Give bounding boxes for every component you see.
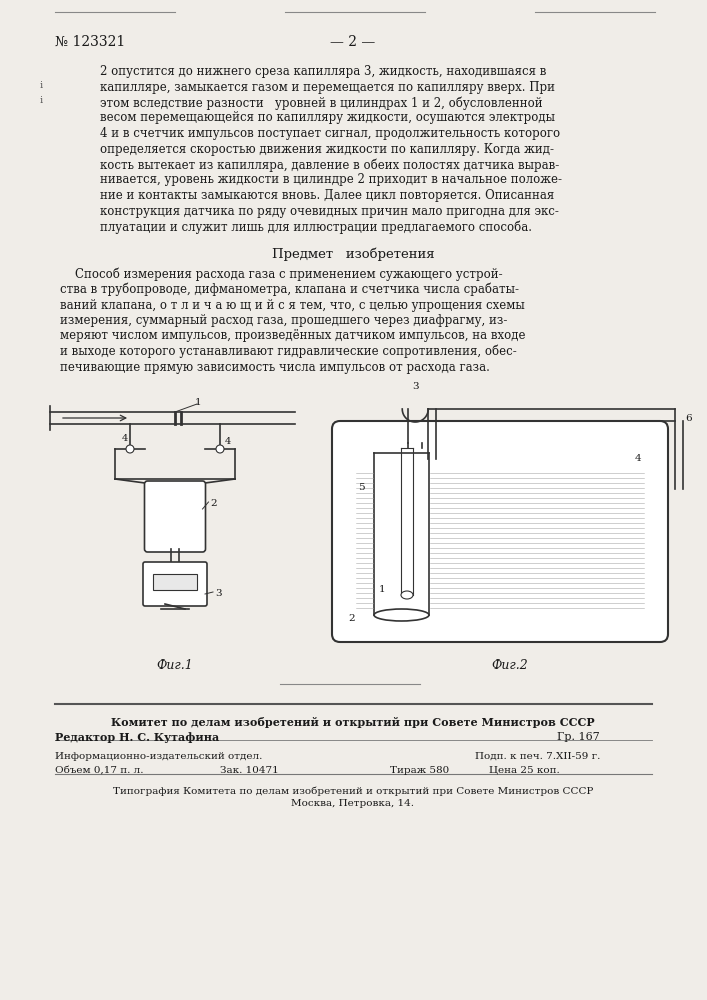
Text: кость вытекает из капилляра, давление в обеих полостях датчика вырав-: кость вытекает из капилляра, давление в … [100,158,559,172]
Text: 4: 4 [635,454,642,463]
Ellipse shape [374,609,429,621]
Text: ства в трубопроводе, дифманометра, клапана и счетчика числа срабаты-: ства в трубопроводе, дифманометра, клапа… [60,283,519,296]
Text: конструкция датчика по ряду очевидных причин мало пригодна для экс-: конструкция датчика по ряду очевидных пр… [100,205,559,218]
FancyBboxPatch shape [332,421,668,642]
Text: Подп. к печ. 7.XII-59 г.: Подп. к печ. 7.XII-59 г. [474,752,600,761]
Text: Предмет   изобретения: Предмет изобретения [271,247,434,261]
Circle shape [126,445,134,453]
Text: 2: 2 [348,614,355,623]
Text: — 2 —: — 2 — [330,35,375,49]
Text: Типография Комитета по делам изобретений и открытий при Совете Министров СССР: Типография Комитета по делам изобретений… [113,786,593,796]
Text: Фиг.1: Фиг.1 [157,659,194,672]
Text: 1: 1 [379,585,385,594]
Text: Редактор Н. С. Кутафина: Редактор Н. С. Кутафина [55,732,219,743]
Text: Цена 25 коп.: Цена 25 коп. [489,766,560,775]
Text: Способ измерения расхода газа с применением сужающего устрой-: Способ измерения расхода газа с применен… [60,267,503,281]
FancyBboxPatch shape [143,562,207,606]
Text: Тираж 580: Тираж 580 [390,766,449,775]
Text: меряют числом импульсов, произведённых датчиком импульсов, на входе: меряют числом импульсов, произведённых д… [60,330,525,342]
Text: 2 опустится до нижнего среза капилляра 3, жидкость, находившаяся в: 2 опустится до нижнего среза капилляра 3… [100,65,547,78]
Text: определяется скоростью движения жидкости по капилляру. Когда жид-: определяется скоростью движения жидкости… [100,142,554,155]
Text: Гр. 167: Гр. 167 [557,732,600,742]
Ellipse shape [401,591,413,599]
Text: Зак. 10471: Зак. 10471 [220,766,279,775]
Text: этом вследствие разности   уровней в цилиндрах 1 и 2, обусловленной: этом вследствие разности уровней в цилин… [100,96,543,109]
Circle shape [216,445,224,453]
Text: 6: 6 [685,414,691,423]
Text: 4 и в счетчик импульсов поступает сигнал, продолжительность которого: 4 и в счетчик импульсов поступает сигнал… [100,127,560,140]
Text: Объем 0,17 п. л.: Объем 0,17 п. л. [55,766,144,775]
Text: 3: 3 [215,589,221,598]
Text: 4: 4 [122,434,128,443]
Text: печивающие прямую зависимость числа импульсов от расхода газа.: печивающие прямую зависимость числа импу… [60,360,490,373]
Text: № 123321: № 123321 [55,35,125,49]
Text: измерения, суммарный расход газа, прошедшего через диафрагму, из-: измерения, суммарный расход газа, прошед… [60,314,508,327]
Text: 4: 4 [225,437,231,446]
Text: ние и контакты замыкаются вновь. Далее цикл повторяется. Описанная: ние и контакты замыкаются вновь. Далее ц… [100,189,554,202]
Text: 3: 3 [412,382,419,391]
Bar [153,574,197,590]
Text: Информационно-издательский отдел.: Информационно-издательский отдел. [55,752,262,761]
Text: и выходе которого устанавливают гидравлические сопротивления, обес-: и выходе которого устанавливают гидравли… [60,345,517,359]
Text: i: i [40,96,43,105]
Text: 1: 1 [195,398,201,407]
Text: плуатации и служит лишь для иллюстрации предлагаемого способа.: плуатации и служит лишь для иллюстрации … [100,220,532,233]
Text: i: i [40,81,43,90]
Text: весом перемещающейся по капилляру жидкости, осушаются электроды: весом перемещающейся по капилляру жидкос… [100,111,555,124]
Text: нивается, уровень жидкости в цилиндре 2 приходит в начальное положе-: нивается, уровень жидкости в цилиндре 2 … [100,174,562,186]
Text: Фиг.2: Фиг.2 [491,659,528,672]
Text: 5: 5 [358,483,365,492]
FancyBboxPatch shape [144,481,206,552]
Text: Комитет по делам изобретений и открытий при Совете Министров СССР: Комитет по делам изобретений и открытий … [111,717,595,728]
Text: капилляре, замыкается газом и перемещается по капилляру вверх. При: капилляре, замыкается газом и перемещает… [100,81,555,94]
Text: 2: 2 [211,499,217,508]
Text: Москва, Петровка, 14.: Москва, Петровка, 14. [291,799,414,808]
Text: ваний клапана, о т л и ч а ю щ и й с я тем, что, с целью упрощения схемы: ваний клапана, о т л и ч а ю щ и й с я т… [60,298,525,312]
